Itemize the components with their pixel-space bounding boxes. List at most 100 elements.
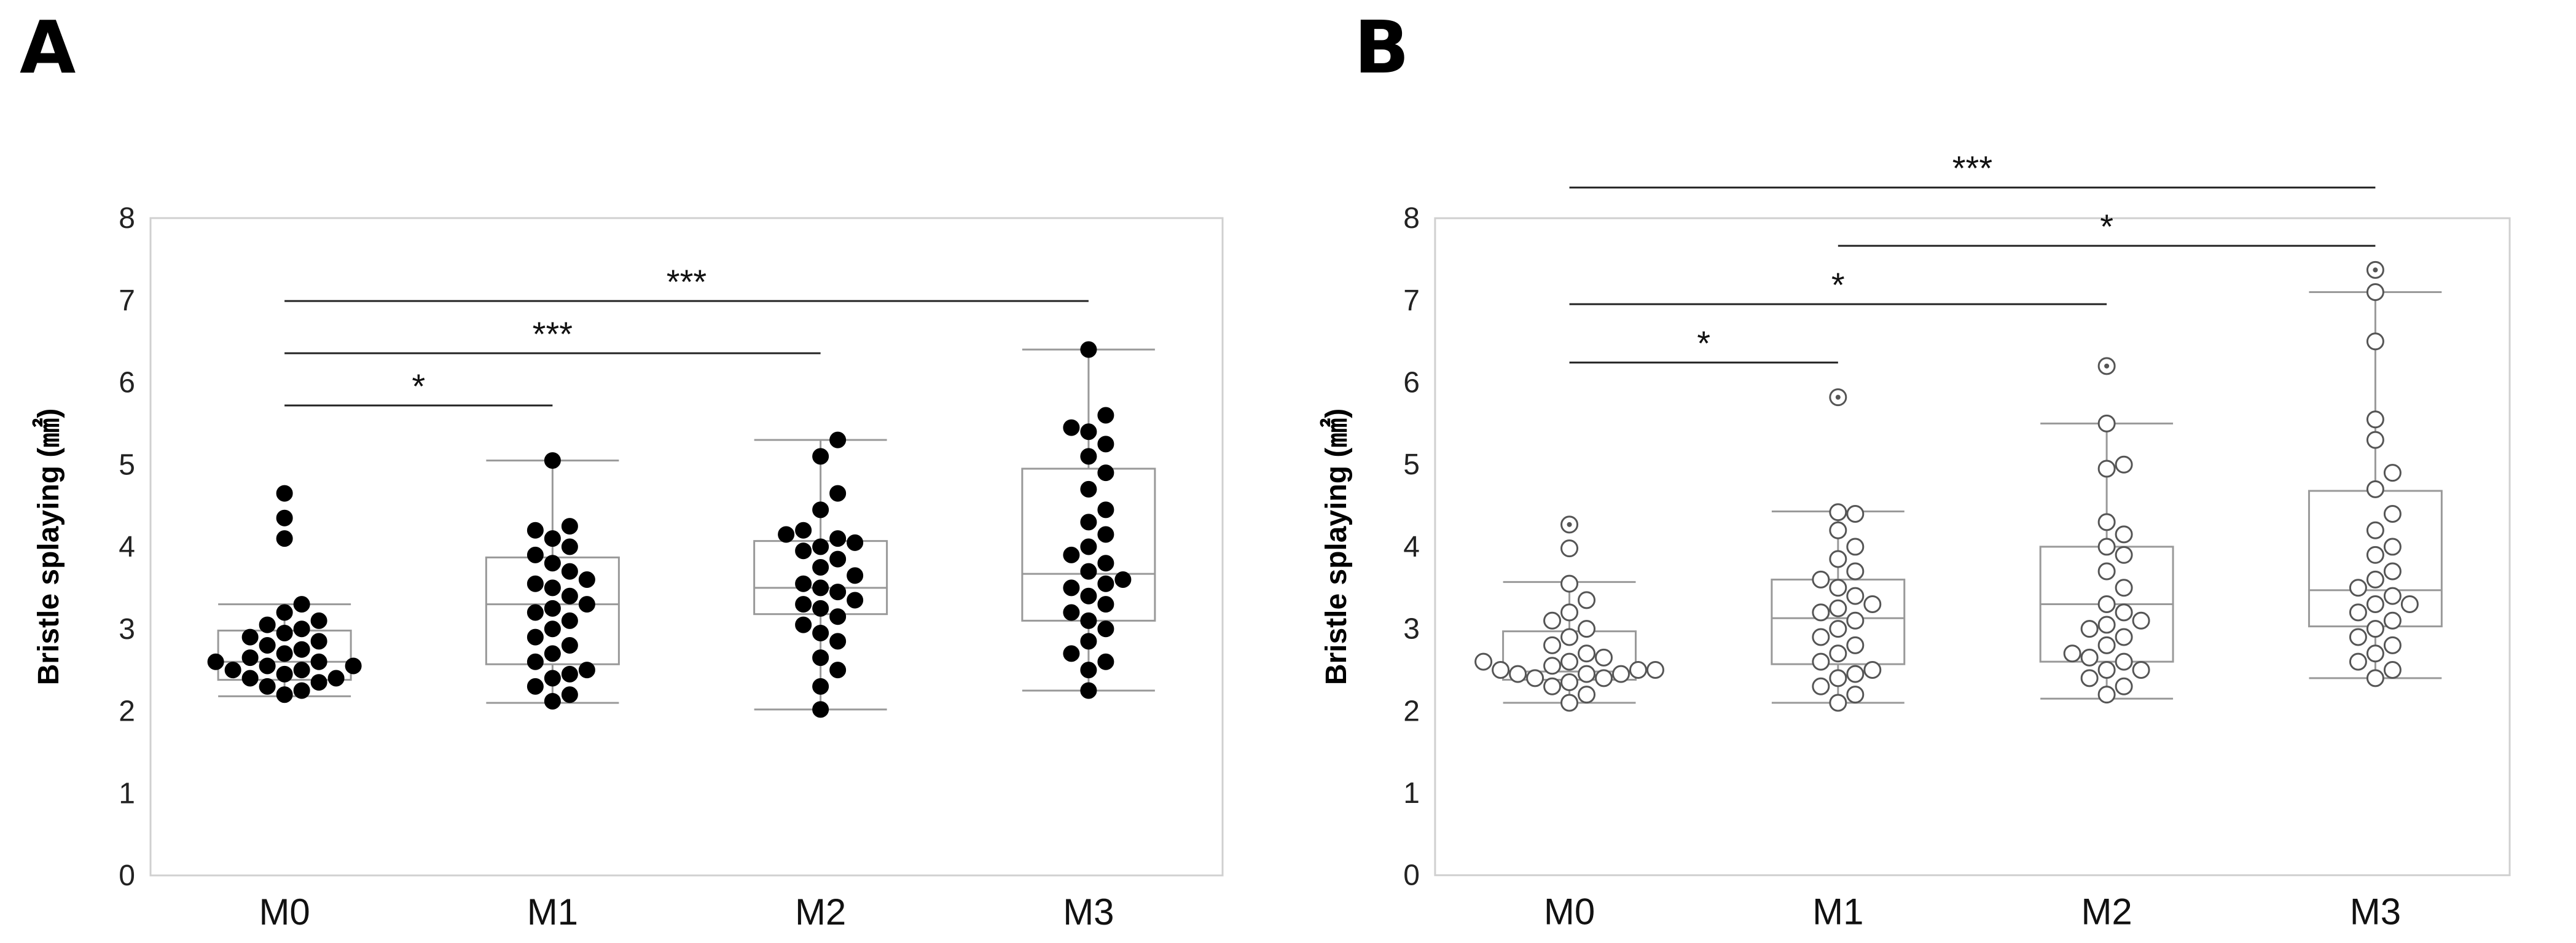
y-tick-label: 5 [119, 448, 135, 481]
data-point [2366, 410, 2384, 429]
y-tick-label: 2 [1403, 695, 1420, 727]
y-tick-label: 0 [119, 859, 135, 892]
x-tick-label: M2 [2081, 891, 2132, 933]
data-point [1080, 480, 1097, 498]
x-tick-label: M1 [527, 891, 578, 933]
data-point [1846, 611, 1865, 630]
data-point [2097, 636, 2116, 654]
data-point [795, 522, 812, 539]
data-point [2097, 414, 2116, 432]
data-point [2115, 525, 2133, 544]
plot-area-frame [149, 217, 1224, 877]
data-point [2366, 332, 2384, 351]
data-point [293, 662, 310, 679]
data-point [1560, 694, 1579, 712]
y-tick-label: 5 [1403, 448, 1420, 481]
data-point [1812, 570, 1830, 589]
data-point [847, 534, 864, 551]
data-point [1846, 636, 1865, 654]
data-point [812, 678, 829, 695]
data-point [578, 596, 595, 613]
data-point [276, 509, 293, 526]
data-point [1543, 657, 1562, 675]
data-point [1829, 503, 1847, 522]
data-point [829, 584, 847, 601]
data-point [259, 657, 276, 675]
panel-a-letter: A [20, 5, 76, 90]
data-point [829, 431, 847, 448]
y-tick-label: 3 [119, 613, 135, 646]
data-point [293, 682, 310, 699]
data-point [1080, 538, 1097, 555]
data-point [1611, 665, 1630, 683]
data-point [812, 501, 829, 518]
data-point [2115, 652, 2133, 671]
data-point [1080, 587, 1097, 605]
data-point [1063, 579, 1080, 597]
data-point [1080, 682, 1097, 699]
y-tick-label: 6 [119, 367, 135, 399]
data-point [327, 670, 345, 687]
data-point [1846, 587, 1865, 605]
data-point [2115, 628, 2133, 646]
data-point [2115, 455, 2133, 474]
data-point [2097, 660, 2116, 679]
data-point [544, 452, 561, 469]
data-point [259, 678, 276, 695]
data-point [241, 649, 259, 667]
data-point [2097, 460, 2116, 478]
data-point [2383, 660, 2402, 679]
data-point [2097, 595, 2116, 614]
data-point [276, 686, 293, 703]
panel-a: A 0 1 2 3 4 5 6 7 8 Bristle splaying (㎟) M0 M1 M2 M3 *… [20, 5, 1224, 933]
data-point [544, 530, 561, 547]
data-point [1812, 652, 1830, 671]
data-point [276, 624, 293, 641]
data-point [2400, 595, 2419, 614]
data-point [276, 665, 293, 683]
y-tick-label: 7 [1403, 284, 1420, 317]
data-point [224, 662, 241, 679]
data-point [561, 538, 578, 555]
data-point [2383, 464, 2402, 482]
data-point [2097, 513, 2116, 531]
data-point [259, 616, 276, 633]
data-point [778, 526, 795, 543]
data-point [847, 567, 864, 584]
data-point [544, 555, 561, 572]
outlier-point [2366, 260, 2384, 279]
data-point [276, 530, 293, 547]
data-point [1063, 645, 1080, 662]
data-point [544, 692, 561, 710]
data-point [812, 558, 829, 576]
data-point [812, 649, 829, 667]
outlier-dot [2104, 363, 2110, 369]
data-point [1829, 669, 1847, 687]
data-point [544, 600, 561, 617]
data-point [829, 662, 847, 679]
data-point [1829, 550, 1847, 568]
data-point [2366, 620, 2384, 638]
data-point [241, 670, 259, 687]
y-tick-label: 0 [1403, 859, 1420, 892]
data-point [829, 633, 847, 650]
data-point [2366, 546, 2384, 564]
data-point [1097, 464, 1114, 482]
data-point [310, 674, 327, 691]
data-point [2080, 669, 2099, 687]
significance-label: *** [667, 262, 707, 301]
data-point [2366, 595, 2384, 614]
data-point [527, 653, 544, 670]
data-point [544, 645, 561, 662]
data-point [527, 604, 544, 621]
data-point [1509, 665, 1527, 683]
data-point [276, 645, 293, 662]
data-point [829, 550, 847, 568]
data-point [1846, 665, 1865, 683]
data-point [293, 641, 310, 658]
data-point [310, 633, 327, 650]
data-point [561, 637, 578, 654]
data-point [310, 612, 327, 629]
data-point [1543, 677, 1562, 695]
